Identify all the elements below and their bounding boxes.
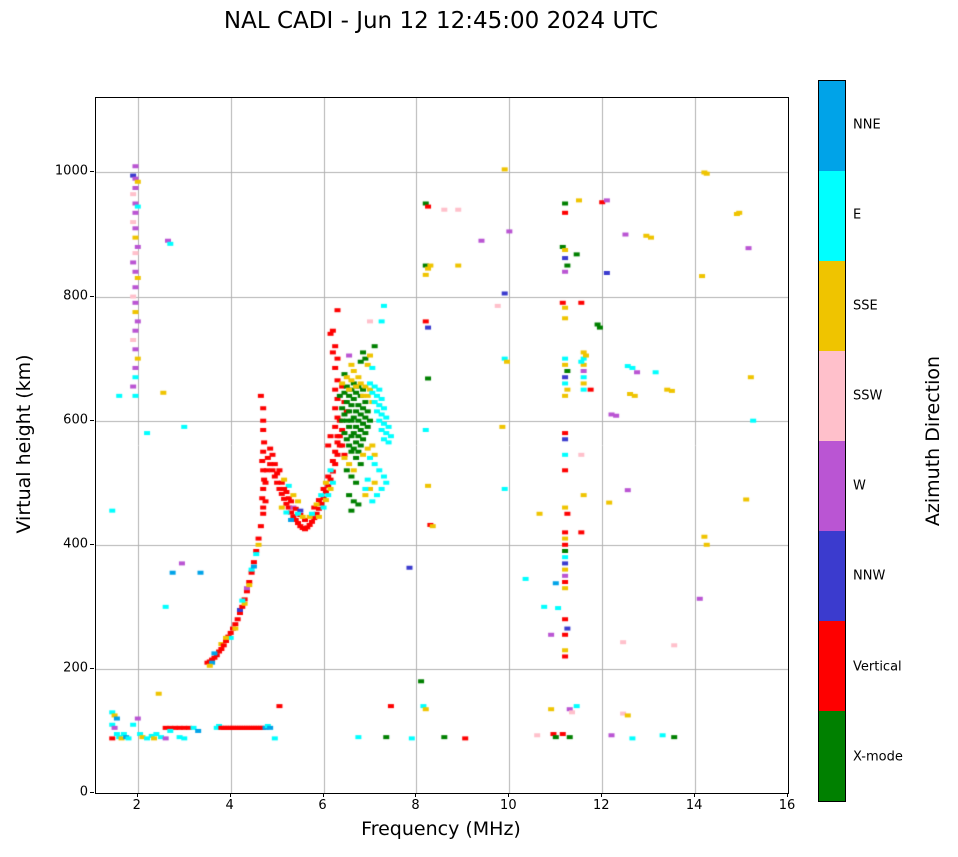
ionogram-canvas [96,98,788,793]
plot-area [95,97,789,794]
x-tick-label: 4 [225,798,234,813]
y-tick-mark [90,295,94,297]
x-axis-label: Frequency (MHz) [361,818,521,840]
y-tick-mark [90,543,94,545]
colorbar-axis-label: Azimuth Direction [922,355,944,527]
colorbar-segment-nne [819,81,845,171]
colorbar-segment-nnw [819,531,845,621]
x-tick-label: 14 [685,798,703,813]
colorbar-tick-label: SSW [853,388,883,404]
x-tick-mark [229,793,231,797]
x-tick-mark [787,793,788,797]
y-tick-mark [90,171,94,173]
y-tick-label: 1000 [54,163,88,179]
y-tick-label: 0 [79,784,88,800]
y-tick-mark [90,419,94,421]
x-tick-label: 8 [411,798,420,813]
x-tick-mark [322,793,324,797]
y-tick-label: 800 [63,288,88,304]
colorbar-tick-label: E [853,207,862,223]
colorbar-segment-x-mode [819,711,845,801]
colorbar-segment-ssw [819,351,845,441]
x-tick-mark [415,793,417,797]
colorbar-tick-label: NNE [853,117,881,133]
y-tick-mark [90,667,94,669]
x-tick-mark [694,793,696,797]
y-tick-label: 200 [63,660,88,676]
colorbar-segment-vertical [819,621,845,711]
y-tick-label: 600 [63,412,88,428]
y-axis-label: Virtual height (km) [13,354,35,534]
x-tick-mark [136,793,138,797]
colorbar-tick-label: SSE [853,298,878,314]
chart-title: NAL CADI - Jun 12 12:45:00 2024 UTC [223,8,659,34]
x-tick-label: 6 [318,798,327,813]
colorbar-tick-label: Vertical [853,659,902,675]
x-tick-label: 12 [592,798,610,813]
colorbar-tick-label: X-mode [853,749,903,765]
x-tick-mark [601,793,603,797]
colorbar-segment-e [819,171,845,261]
x-tick-label: 2 [132,798,141,813]
x-tick-label: 10 [500,798,517,813]
y-tick-label: 400 [63,536,88,552]
x-tick-mark [508,793,510,797]
colorbar-tick-label: NNW [853,568,886,584]
colorbar [818,80,846,802]
y-tick-mark [90,792,94,793]
x-tick-label: 16 [778,798,796,813]
colorbar-segment-sse [819,261,845,351]
colorbar-segment-w [819,441,845,531]
colorbar-tick-label: W [853,478,866,494]
